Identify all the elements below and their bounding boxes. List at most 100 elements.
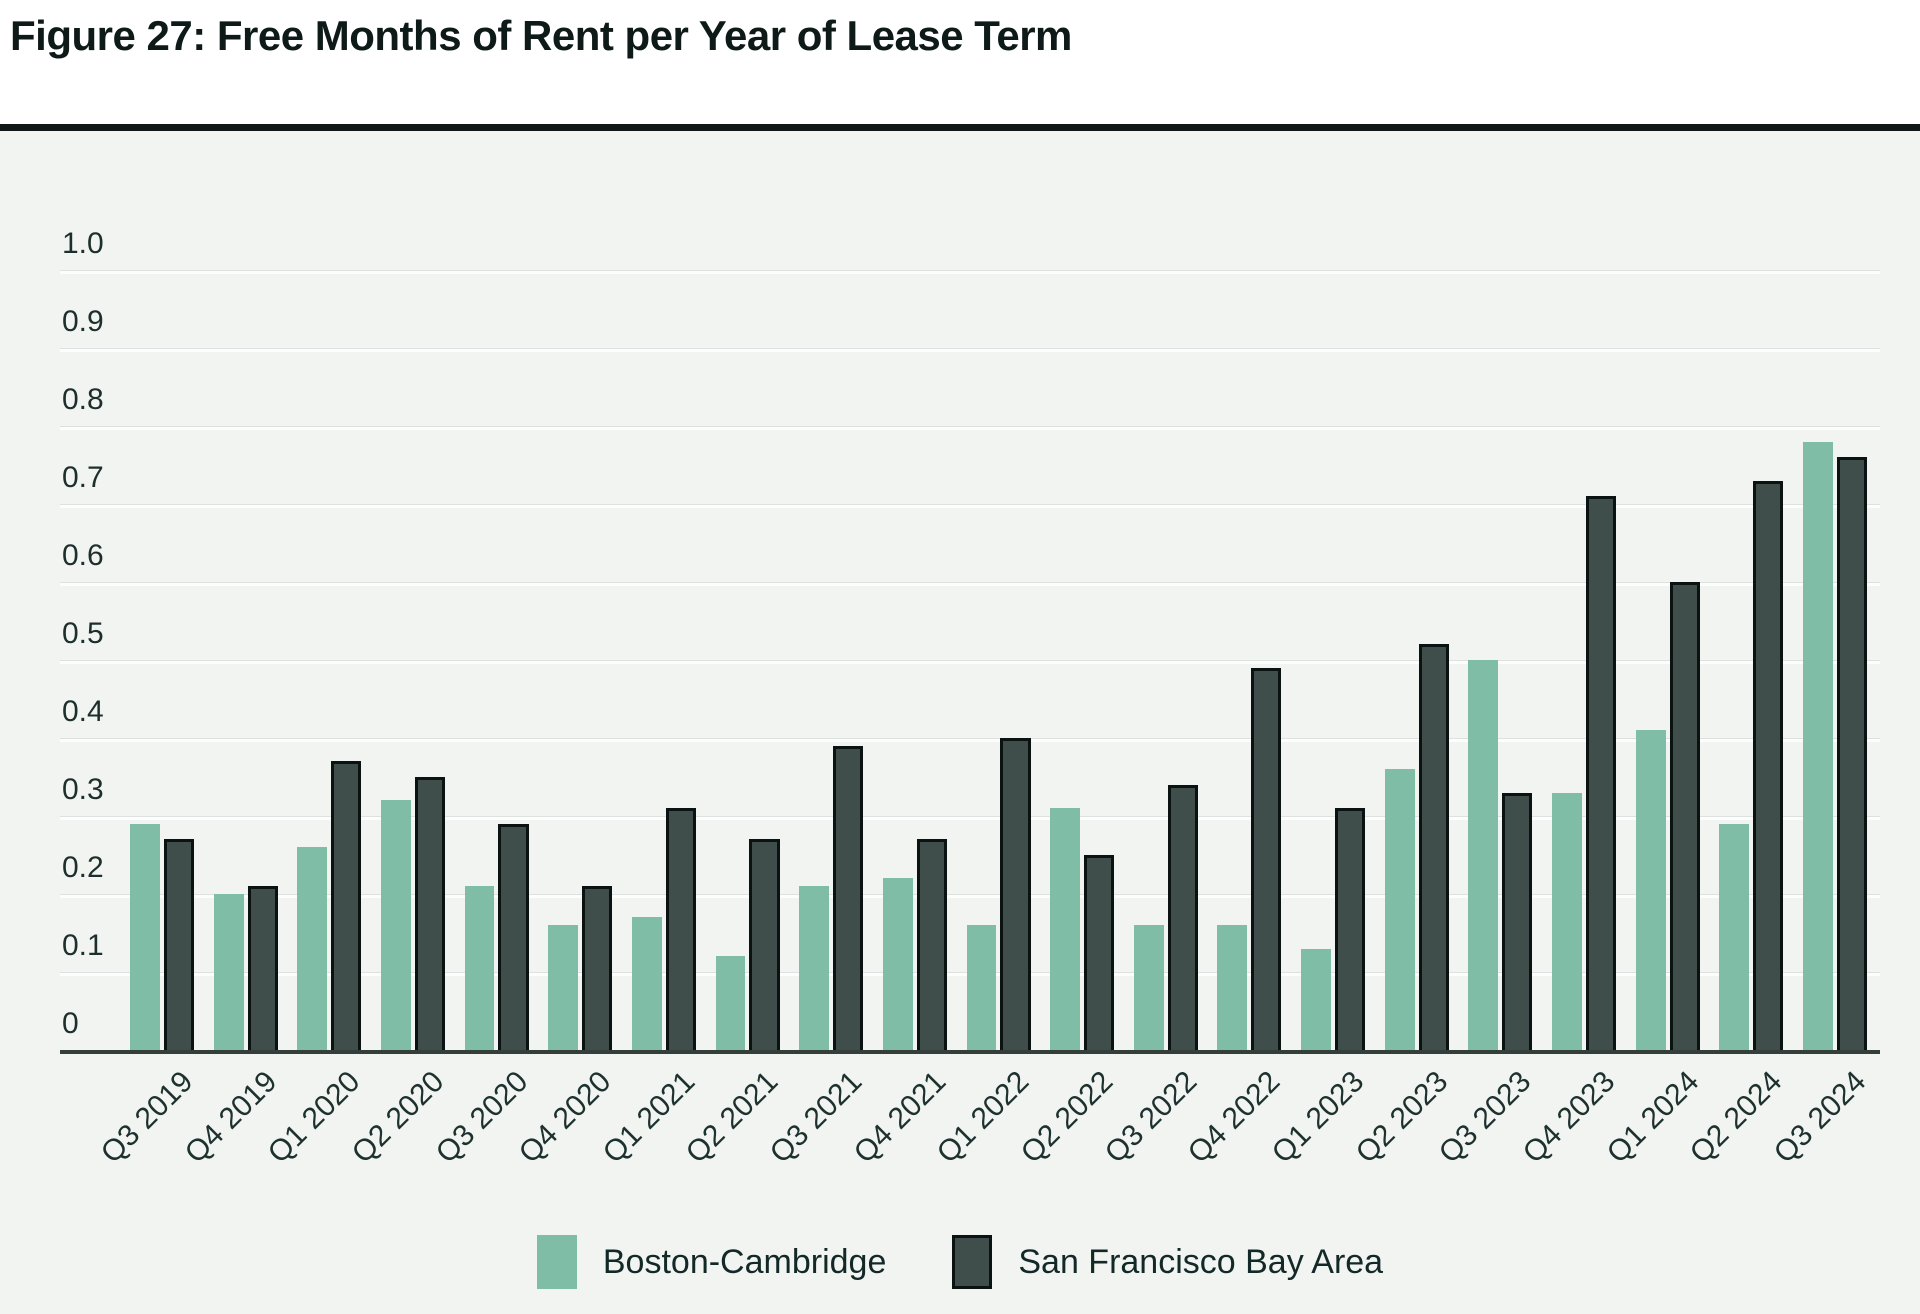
y-tick-label-0.6: 0.6 bbox=[62, 539, 104, 572]
x-tick-label-q4-2021: Q4 2021 bbox=[847, 1065, 953, 1170]
gridline-1.0 bbox=[60, 270, 1880, 274]
bar-san-francisco-bay-area-q2-2020 bbox=[414, 777, 445, 1050]
legend-swatch-boston-cambridge bbox=[536, 1235, 577, 1289]
x-tick-label-q4-2023: Q4 2023 bbox=[1516, 1065, 1622, 1170]
plot-area: 1.0 0.9 0.8 0.7 0.6 0.5 0.4 0.3 0.2 0.1 0 Q3 2019 Q4… bbox=[0, 131, 1920, 1314]
x-tick-label-q2-2024: Q2 2024 bbox=[1683, 1065, 1789, 1170]
bar-boston-cambridge-q4-2019 bbox=[213, 894, 244, 1050]
bar-boston-cambridge-q2-2021 bbox=[715, 956, 746, 1050]
x-tick-label-q2-2023: Q2 2023 bbox=[1349, 1065, 1455, 1170]
bar-boston-cambridge-q3-2020 bbox=[464, 886, 495, 1050]
gridline-0.2 bbox=[60, 894, 1880, 898]
bar-boston-cambridge-q1-2020 bbox=[297, 847, 328, 1050]
bar-san-francisco-bay-area-q4-2021 bbox=[916, 839, 947, 1050]
x-tick-label-q1-2024: Q1 2024 bbox=[1600, 1065, 1706, 1170]
bar-group-q3-2019 bbox=[130, 824, 194, 1050]
y-tick-label-0.7: 0.7 bbox=[62, 461, 104, 494]
y-tick-label-0: 0 bbox=[62, 1007, 79, 1040]
y-tick-label-1.0: 1.0 bbox=[62, 227, 104, 260]
x-tick-label-q1-2021: Q1 2021 bbox=[596, 1065, 702, 1170]
bar-group-q3-2023 bbox=[1468, 660, 1533, 1050]
gridline-0.4 bbox=[60, 738, 1880, 742]
bar-san-francisco-bay-area-q2-2022 bbox=[1084, 855, 1115, 1050]
bar-san-francisco-bay-area-q3-2022 bbox=[1167, 785, 1198, 1050]
bar-boston-cambridge-q4-2020 bbox=[548, 925, 579, 1050]
bar-group-q2-2020 bbox=[380, 777, 445, 1050]
bar-boston-cambridge-q3-2023 bbox=[1468, 660, 1499, 1050]
bar-boston-cambridge-q4-2021 bbox=[882, 878, 913, 1050]
bar-group-q4-2021 bbox=[882, 839, 947, 1050]
x-tick-label-q1-2023: Q1 2023 bbox=[1265, 1065, 1371, 1170]
bar-boston-cambridge-q2-2022 bbox=[1050, 808, 1081, 1050]
bar-group-q1-2021 bbox=[631, 808, 696, 1050]
bar-boston-cambridge-q3-2024 bbox=[1803, 442, 1833, 1050]
bar-boston-cambridge-q4-2022 bbox=[1217, 925, 1248, 1050]
x-tick-label-q3-2020: Q3 2020 bbox=[429, 1065, 534, 1170]
bar-group-q4-2022 bbox=[1217, 668, 1282, 1050]
y-tick-label-0.3: 0.3 bbox=[62, 773, 104, 806]
x-tick-label-q1-2020: Q1 2020 bbox=[261, 1065, 367, 1170]
x-tick-label-q4-2022: Q4 2022 bbox=[1182, 1065, 1287, 1170]
bar-group-q2-2023 bbox=[1384, 644, 1449, 1050]
bar-boston-cambridge-q3-2021 bbox=[799, 886, 830, 1050]
x-tick-label-q1-2022: Q1 2022 bbox=[931, 1065, 1036, 1170]
title-divider-rule bbox=[0, 124, 1920, 131]
legend-label-boston-cambridge: Boston-Cambridge bbox=[602, 1242, 887, 1281]
bar-group-q4-2020 bbox=[548, 886, 613, 1050]
legend-item-san-francisco-bay-area: San Francisco Bay Area bbox=[952, 1235, 1383, 1289]
gridline-0.9 bbox=[60, 348, 1880, 352]
bar-boston-cambridge-q1-2023 bbox=[1301, 949, 1331, 1050]
bar-san-francisco-bay-area-q2-2021 bbox=[749, 839, 780, 1050]
bar-group-q2-2022 bbox=[1050, 808, 1115, 1050]
bar-boston-cambridge-q3-2022 bbox=[1133, 925, 1164, 1050]
x-tick-label-q2-2020: Q2 2020 bbox=[345, 1065, 451, 1170]
bar-san-francisco-bay-area-q3-2019 bbox=[163, 839, 194, 1050]
y-tick-label-0.5: 0.5 bbox=[62, 617, 104, 650]
x-tick-label-q3-2019: Q3 2019 bbox=[94, 1065, 200, 1170]
bar-group-q3-2020 bbox=[464, 824, 529, 1050]
bar-san-francisco-bay-area-q3-2020 bbox=[498, 824, 529, 1050]
bar-group-q2-2021 bbox=[715, 839, 780, 1050]
x-tick-label-q2-2022: Q2 2022 bbox=[1014, 1065, 1120, 1170]
bar-san-francisco-bay-area-q4-2020 bbox=[582, 886, 613, 1050]
bar-group-q1-2020 bbox=[297, 761, 362, 1050]
gridline-0.5 bbox=[60, 660, 1880, 664]
y-tick-label-0.8: 0.8 bbox=[62, 383, 104, 416]
bar-group-q4-2023 bbox=[1552, 496, 1617, 1050]
legend: Boston-Cambridge San Francisco Bay Area bbox=[0, 1235, 1920, 1289]
bar-san-francisco-bay-area-q3-2021 bbox=[833, 746, 864, 1050]
bar-boston-cambridge-q4-2023 bbox=[1552, 793, 1582, 1050]
x-tick-label-q3-2021: Q3 2021 bbox=[763, 1065, 869, 1170]
x-tick-label-q3-2024: Q3 2024 bbox=[1767, 1065, 1873, 1170]
y-tick-label-0.9: 0.9 bbox=[62, 305, 104, 338]
bar-group-q1-2022 bbox=[966, 738, 1031, 1050]
chart-panel: 1.0 0.9 0.8 0.7 0.6 0.5 0.4 0.3 0.2 0.1 0 Q3 2019 Q4… bbox=[0, 131, 1920, 1314]
bar-san-francisco-bay-area-q1-2020 bbox=[331, 761, 362, 1050]
bar-group-q3-2022 bbox=[1133, 785, 1198, 1050]
y-tick-label-0.1: 0.1 bbox=[62, 929, 104, 962]
bar-boston-cambridge-q1-2024 bbox=[1635, 730, 1666, 1050]
bar-san-francisco-bay-area-q4-2019 bbox=[247, 886, 278, 1050]
bar-san-francisco-bay-area-q1-2021 bbox=[665, 808, 696, 1050]
x-tick-label-q3-2022: Q3 2022 bbox=[1098, 1065, 1204, 1170]
bar-san-francisco-bay-area-q1-2023 bbox=[1334, 808, 1366, 1050]
bar-boston-cambridge-q2-2024 bbox=[1719, 824, 1750, 1050]
bar-san-francisco-bay-area-q1-2024 bbox=[1669, 582, 1700, 1050]
bar-boston-cambridge-q1-2021 bbox=[631, 917, 662, 1050]
gridline-0.6 bbox=[60, 582, 1880, 586]
bar-group-q1-2024 bbox=[1635, 582, 1700, 1050]
gridline-0.3 bbox=[60, 816, 1880, 820]
x-tick-label-q4-2019: Q4 2019 bbox=[178, 1065, 283, 1170]
y-tick-label-0.4: 0.4 bbox=[62, 695, 104, 728]
x-axis-line bbox=[60, 1050, 1880, 1054]
legend-label-san-francisco-bay-area: San Francisco Bay Area bbox=[1018, 1242, 1384, 1281]
bar-boston-cambridge-q3-2019 bbox=[130, 824, 160, 1050]
x-tick-label-q3-2023: Q3 2023 bbox=[1433, 1065, 1538, 1170]
bar-san-francisco-bay-area-q4-2023 bbox=[1585, 496, 1617, 1050]
bar-san-francisco-bay-area-q3-2024 bbox=[1836, 457, 1867, 1050]
page-header: Figure 27: Free Months of Rent per Year … bbox=[0, 0, 1920, 124]
bar-group-q1-2023 bbox=[1301, 808, 1366, 1050]
bar-san-francisco-bay-area-q2-2024 bbox=[1753, 481, 1784, 1050]
bar-san-francisco-bay-area-q2-2023 bbox=[1418, 644, 1449, 1050]
gridline-0.8 bbox=[60, 426, 1880, 430]
